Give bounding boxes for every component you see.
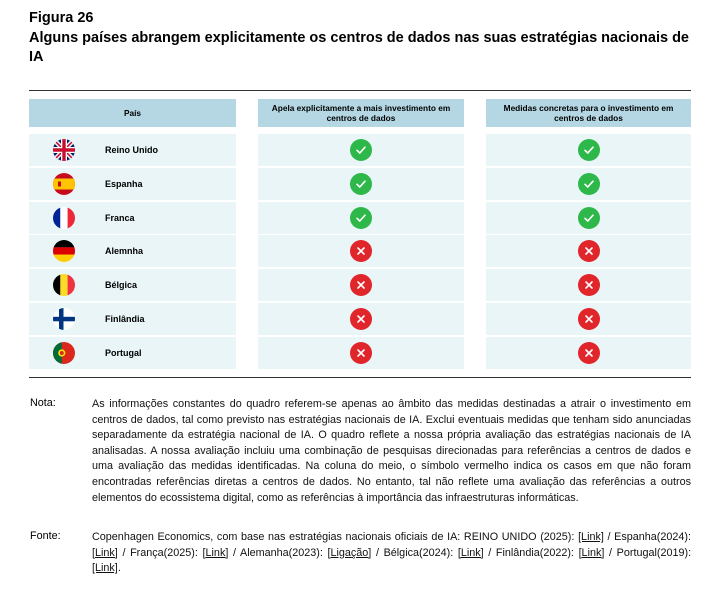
- check-icon: [577, 172, 600, 195]
- cross-icon: [350, 274, 372, 297]
- source-separator: /: [228, 546, 241, 559]
- spain-flag-icon: [53, 172, 75, 195]
- source-label: Fonte:: [30, 530, 61, 542]
- source-country: Finlândia(2022):: [495, 546, 579, 559]
- country-name: Bélgica: [105, 280, 138, 291]
- source-link[interactable]: [Link]: [578, 531, 604, 543]
- check-icon: [350, 172, 372, 195]
- uk-flag-icon: [53, 139, 75, 161]
- source-separator: /: [603, 531, 615, 543]
- concrete-measures-cell: [486, 269, 691, 302]
- source-separator: /: [371, 546, 384, 559]
- table-row: Alemnha: [29, 235, 236, 268]
- header-country: País: [29, 99, 236, 127]
- source-separator: /: [604, 546, 617, 559]
- belgium-flag-icon: [53, 274, 75, 297]
- check-icon: [577, 206, 600, 229]
- check-icon: [350, 206, 372, 229]
- cross-icon: [577, 341, 600, 364]
- germany-flag-icon: [53, 240, 75, 263]
- concrete-measures-cell: [486, 134, 691, 166]
- table-row: Portugal: [29, 336, 236, 369]
- source-separator: /: [117, 546, 131, 559]
- cross-icon: [350, 240, 372, 263]
- concrete-measures-cell: [486, 303, 691, 335]
- investment-call-cell: [258, 269, 464, 302]
- figure-title: Alguns países abrangem explicitamente os…: [29, 30, 689, 65]
- figure-label: Figura 26: [29, 10, 94, 26]
- concrete-measures-cell: [486, 336, 691, 369]
- investment-call-cell: [258, 303, 464, 335]
- table-row: Finlândia: [29, 303, 236, 335]
- header-investment-call: Apela explicitamente a mais investimento…: [258, 99, 464, 127]
- header-concrete-measures: Medidas concretas para o investimento em…: [486, 99, 691, 127]
- investment-call-cell: [258, 235, 464, 268]
- country-name: Portugal: [105, 347, 142, 358]
- source-text: Copenhagen Economics, com base nas estra…: [92, 530, 691, 577]
- source-country: Espanha(2024):: [614, 531, 692, 543]
- country-name: Finlândia: [105, 314, 145, 324]
- source-link[interactable]: [Link]: [92, 546, 118, 559]
- cross-icon: [350, 308, 372, 330]
- cross-icon: [350, 341, 372, 364]
- check-icon: [350, 139, 372, 161]
- source-link[interactable]: [Ligação]: [327, 546, 372, 559]
- bottom-rule: [29, 377, 691, 378]
- table-row: Reino Unido: [29, 134, 236, 166]
- country-name: Alemnha: [105, 246, 144, 257]
- check-icon: [577, 139, 600, 161]
- investment-call-cell: [258, 167, 464, 200]
- top-rule: [29, 90, 691, 91]
- country-name: Espanha: [105, 178, 143, 189]
- concrete-measures-cell: [486, 235, 691, 268]
- source-link[interactable]: [Link]: [457, 546, 484, 559]
- investment-call-cell: [258, 134, 464, 166]
- table-row: Espanha: [29, 167, 236, 200]
- source-link[interactable]: [Link]: [92, 562, 118, 575]
- cross-icon: [577, 308, 600, 330]
- note-text: As informações constantes do quadro refe…: [92, 398, 691, 504]
- source-country: Portugal(2019):: [616, 546, 692, 559]
- concrete-measures-cell: [486, 167, 691, 200]
- country-name: Reino Unido: [105, 145, 158, 155]
- table-row: Franca: [29, 201, 236, 234]
- source-separator: /: [483, 546, 496, 559]
- portugal-flag-icon: [53, 341, 75, 364]
- investment-call-cell: [258, 336, 464, 369]
- finland-flag-icon: [53, 308, 75, 330]
- concrete-measures-cell: [486, 201, 691, 234]
- france-flag-icon: [53, 206, 75, 229]
- source-link[interactable]: [Link]: [202, 546, 229, 559]
- source-country: Bélgica(2024):: [383, 546, 458, 559]
- source-country: Alemanha(2023):: [240, 546, 328, 559]
- source-separator: .: [117, 562, 121, 575]
- source-link[interactable]: [Link]: [578, 546, 605, 559]
- country-name: Franca: [105, 212, 135, 223]
- cross-icon: [577, 274, 600, 297]
- source-country: França(2025):: [130, 546, 203, 559]
- table-row: Bélgica: [29, 269, 236, 302]
- source-intro: Copenhagen Economics, com base nas estra…: [92, 531, 579, 543]
- cross-icon: [577, 240, 600, 263]
- note-label: Nota:: [30, 397, 56, 409]
- investment-call-cell: [258, 201, 464, 234]
